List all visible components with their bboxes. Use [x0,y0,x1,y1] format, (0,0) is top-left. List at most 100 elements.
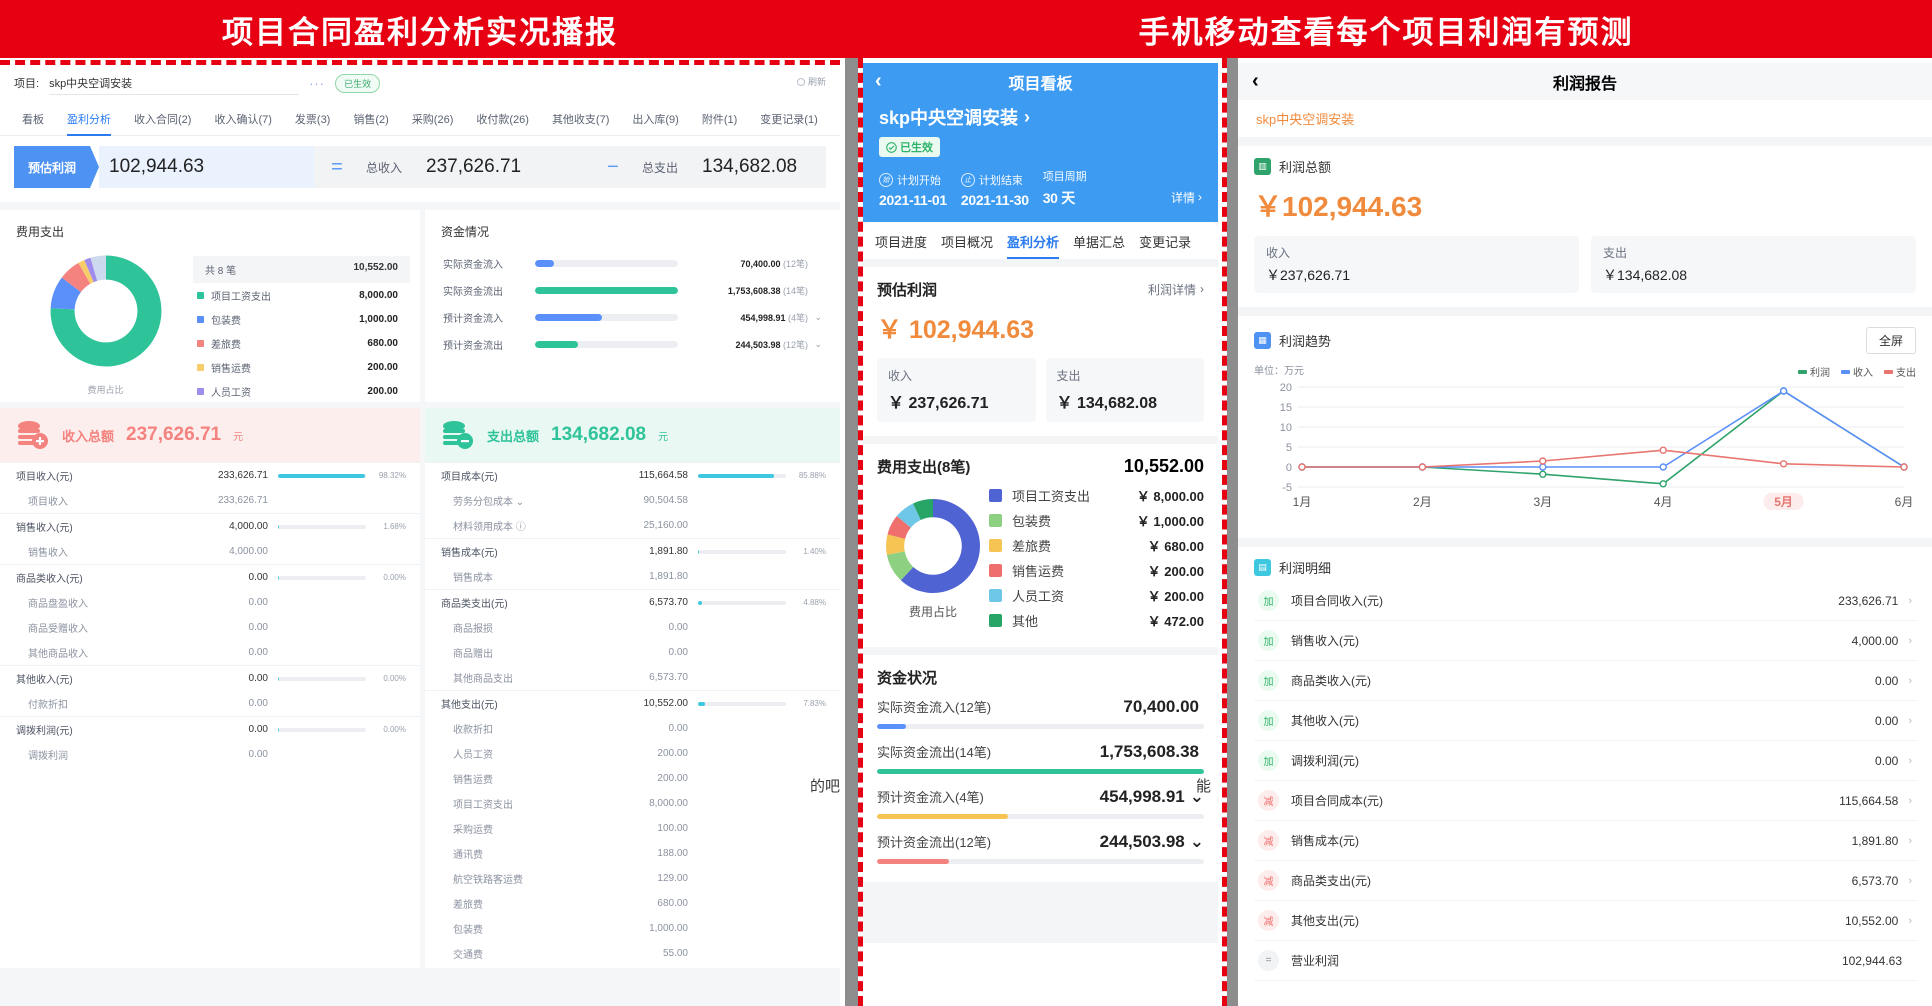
detail-name: 营业利润 [1291,954,1340,968]
detail-row[interactable]: = 营业利润 102,944.63 [1254,941,1916,981]
row-value: 0.00 [248,698,268,709]
desktop-tab-2[interactable]: 收入合同(2) [134,114,192,126]
phone-donut-col: 费用占比 [877,496,989,620]
detail-row[interactable]: 加 销售收入(元) 4,000.00 › [1254,621,1916,661]
report-expense-label: 支出 [1603,246,1628,260]
row-bar [698,802,786,806]
desktop-tab-9[interactable]: 出入库(9) [632,114,679,126]
detail-op-icon: 减 [1258,870,1279,891]
detail-row[interactable]: 加 项目合同收入(元) 233,626.71 › [1254,581,1916,621]
x-axis-tick: 4月 [1654,495,1673,509]
phone-fund-bar [877,858,1204,864]
row-name: 销售收入 [28,548,68,559]
phone-legend-value: ￥ 680.00 [1147,538,1204,554]
detail-link[interactable]: 详情 › [1171,189,1202,208]
trend-card-title: 利润趋势 [1279,334,1332,349]
fund-row: 预计资金流出 244,503.98 (12笔) ⌄ [443,331,822,358]
more-options-icon[interactable]: ··· [309,75,326,91]
desktop-tab-8[interactable]: 其他收支(7) [551,114,610,126]
detail-row[interactable]: 加 商品类收入(元) 0.00 › [1254,661,1916,701]
chart-point [1539,457,1547,465]
project-name[interactable]: skp中央空调安装 [49,72,300,95]
phone-tab-0[interactable]: 项目进度 [875,234,928,250]
refresh-button[interactable]: 刷新 [796,75,826,88]
row-bar [698,473,786,478]
row-name: 商品类支出(元) [441,599,508,610]
profit-card-title: 预估利润 [877,281,938,299]
desktop-tab-7[interactable]: 收付款(26) [476,114,529,126]
donut-slice-1 [886,550,914,580]
phone-tab-1[interactable]: 项目概况 [941,234,994,250]
row-value: 90,504.58 [643,495,689,506]
table-row: 材料领用成本 ⓘ 25,160.00 [425,513,840,538]
legend-header: 共 8 笔 10,552.00 [193,256,410,283]
expense-card-title: 费用支出 [16,225,65,239]
table-row: 销售收入(元) 4,000.00 1.68% [0,513,420,539]
back-icon[interactable]: ‹ [875,70,882,92]
detail-row[interactable]: 加 其他收入(元) 0.00 › [1254,701,1916,741]
phone-project-name[interactable]: skp中央空调安装 › [879,104,1202,130]
row-name: 商品类收入(元) [16,574,83,585]
row-name: 付款折扣 [28,700,68,711]
report-back-icon[interactable]: ‹ [1252,70,1259,92]
row-name: 商品盘盈收入 [28,599,88,610]
phone-tab-4[interactable]: 变更记录 [1139,234,1192,250]
fullscreen-button[interactable]: 全屏 [1865,327,1916,354]
phone-fund-chevron-icon[interactable]: ⌄ [1189,786,1204,806]
phone-legend-label: 其他 [1012,613,1039,629]
detail-row[interactable]: 减 其他支出(元) 10,552.00 › [1254,901,1916,941]
row-value: 0.00 [248,647,268,658]
desktop-tab-5[interactable]: 销售(2) [353,114,389,126]
trend-card-header: ▦ 利润趋势 全屏 [1254,327,1916,354]
row-name: 包装费 [453,925,483,936]
report-subtitle: skp中央空调安装 [1238,100,1932,137]
detail-row[interactable]: 加 调拨利润(元) 0.00 › [1254,741,1916,781]
phone-fund-chevron-icon[interactable]: ⌄ [1189,831,1204,851]
legend-row: 包装费 1,000.00 [193,307,410,331]
total-card-title: 利润总额 [1279,160,1332,175]
row-bar [698,626,786,630]
desktop-tab-3[interactable]: 收入确认(7) [214,114,272,126]
desktop-tab-6[interactable]: 采购(26) [411,114,454,126]
detail-row[interactable]: 减 销售成本(元) 1,891.80 › [1254,821,1916,861]
start-icon: 始 [879,172,893,187]
profit-detail-link[interactable]: 利润详情 › [1148,281,1204,298]
legend-value: 680.00 [367,338,398,349]
phone-expense-card: 费用支出(8笔) 10,552.00 费用占比 项目工资支出 ￥ 8,000.00… [863,443,1218,647]
row-name: 其他商品支出 [453,674,513,685]
phone-tab-3[interactable]: 单据汇总 [1073,234,1126,250]
detail-row[interactable]: 减 商品类支出(元) 6,573.70 › [1254,861,1916,901]
fund-chevron-icon[interactable]: ⌄ [814,339,822,349]
fund-chevron-icon[interactable]: ⌄ [814,312,822,322]
desktop-tab-0[interactable]: 看板 [22,114,44,126]
detail-chevron-icon: › [1908,754,1912,767]
fund-row: 实际资金流出 1,753,608.38 (14笔) [443,277,822,304]
legend-swatch [197,292,204,299]
detail-chevron-icon: › [1908,914,1912,927]
desktop-tab-11[interactable]: 变更记录(1) [760,114,818,126]
coins-plus-icon [18,421,48,449]
table-row: 销售收入 4,000.00 [0,539,420,564]
detail-row[interactable]: 减 项目合同成本(元) 115,664.58 › [1254,781,1916,821]
desktop-tab-1[interactable]: 盈利分析 [67,103,111,136]
plan-end-value: 2021-11-30 [960,191,1029,208]
desktop-tab-4[interactable]: 发票(3) [294,114,331,126]
desktop-tab-10[interactable]: 附件(1) [701,114,738,126]
profit-duo: 收入 ￥ 237,626.71 支出 ￥ 134,682.08 [877,357,1204,422]
phone-fund-card: 资金状况 实际资金流入(12笔) 70,400.00 实际资金流出(14笔) 1… [863,654,1218,882]
row-pct: 98.32% [378,471,406,480]
profit-detail-label: 利润详情 [1147,282,1196,297]
table-row: 通讯费 188.00 [425,841,840,866]
detail-chevron-icon: › [1908,794,1912,807]
status-badge: 已生效 [335,73,381,93]
legend-value: 200.00 [367,386,398,397]
profit-arrow-icon [90,146,100,188]
table-row: 销售运费 200.00 [425,766,840,791]
phone-tab-2[interactable]: 盈利分析 [1007,232,1060,259]
detail-name: 销售成本(元) [1291,834,1359,848]
expense-label: 总支出 [636,146,693,188]
legend-total: 10,552.00 [353,262,399,273]
row-value: 4,000.00 [229,546,268,557]
duration: 项目周期 30 天 [1043,168,1087,208]
